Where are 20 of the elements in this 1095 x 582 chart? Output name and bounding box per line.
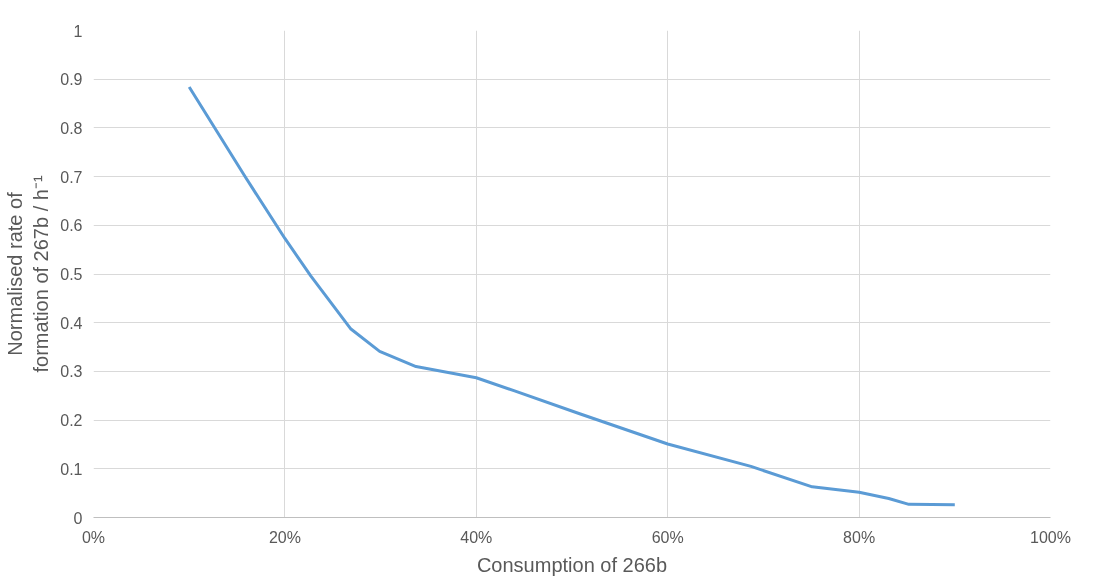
y-tick-label: 0.4	[60, 314, 83, 332]
line-series	[187, 85, 957, 507]
x-tick-label: 60%	[651, 528, 684, 546]
y-tick-label: 0.8	[60, 119, 83, 137]
x-tick-label: 20%	[268, 528, 301, 546]
y-tick-label: 0.2	[60, 412, 83, 430]
y-tick-label: 0.3	[60, 363, 83, 381]
y-tick-label: 0.9	[60, 71, 83, 89]
y-tick-label: 0	[73, 509, 83, 527]
y-axis-title: Normalised rate of formation of 267b / h⁻¹	[3, 175, 53, 373]
y-tick-label: 0.5	[60, 266, 83, 283]
x-tick-label: 40%	[460, 528, 493, 546]
y-tick-label: 1	[73, 22, 83, 40]
x-tick-label: 100%	[1030, 528, 1071, 546]
x-tick-label: 0%	[81, 528, 106, 546]
x-axis-title: Consumption of 266b	[476, 553, 668, 576]
y-tick-label: 0.6	[60, 217, 83, 235]
y-tick-label: 0.1	[60, 460, 83, 478]
y-tick-label: 0.7	[60, 168, 83, 186]
x-tick-label: 80%	[843, 528, 876, 546]
